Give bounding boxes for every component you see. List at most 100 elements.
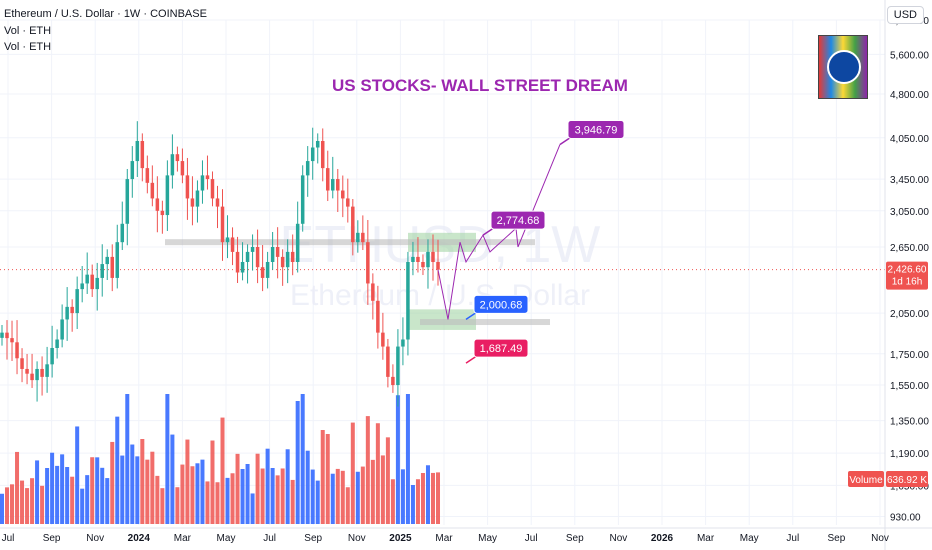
volume-bar (305, 450, 310, 524)
candle-body (305, 161, 310, 176)
currency-button[interactable]: USD (886, 6, 924, 24)
candle-body (45, 364, 49, 377)
time-tick-label: 2025 (389, 533, 412, 544)
time-tick-label: Nov (86, 533, 104, 544)
volume-bar (315, 480, 320, 524)
volume-bar (225, 477, 230, 524)
candle-body (315, 140, 320, 148)
candle-body (95, 277, 99, 290)
volume-indicator-label[interactable]: Vol · ETH (4, 41, 52, 53)
volume-bar (275, 475, 280, 524)
resistance-level-line (165, 239, 535, 246)
volume-bar (15, 451, 20, 524)
volume-bar (330, 473, 335, 524)
volume-bar (310, 469, 315, 524)
candle-body (431, 251, 435, 262)
volume-bar (415, 479, 420, 524)
volume-value-label: 636.92 K (887, 475, 927, 486)
candle-body (310, 147, 315, 162)
time-tick-label: Mar (174, 533, 192, 544)
chart-headline: US STOCKS- WALL STREET DREAM (332, 76, 628, 95)
candle-body (426, 251, 430, 268)
symbol-title[interactable]: Ethereum / U.S. Dollar · 1W · COINBASE (4, 8, 207, 20)
volume-bar (375, 423, 380, 524)
annotation-box (567, 119, 625, 139)
brand-logo-image (818, 35, 868, 99)
annotation-label: 1,687.49 (480, 343, 523, 355)
price-tick-label: 1,350.00 (890, 417, 929, 428)
volume-bar (290, 479, 295, 524)
volume-indicator-label[interactable]: Vol · ETH (4, 25, 52, 37)
volume-bar (10, 484, 15, 524)
volume-bar (350, 422, 355, 524)
volume-bar (425, 465, 430, 524)
volume-bar (125, 394, 130, 524)
candle-body (245, 251, 250, 262)
candle-body (75, 289, 79, 314)
chart-grid (0, 19, 885, 525)
volume-bar (135, 456, 140, 524)
volume-bar (240, 469, 245, 524)
time-tick-label: May (217, 533, 236, 544)
symbol-watermark: ETHUSD, 1W Ethereum / U.S. Dollar (280, 216, 601, 312)
volume-value-badge (886, 471, 928, 487)
volume-bar (95, 457, 100, 524)
candle-body (260, 267, 265, 278)
volume-bar (25, 488, 30, 524)
candle-body (366, 242, 370, 284)
volume-bar (80, 488, 85, 524)
candle-body (336, 179, 340, 191)
volume-bar (320, 430, 325, 524)
volume-bar (255, 453, 260, 524)
volume-bar (180, 464, 185, 524)
candle-body (225, 237, 230, 243)
volume-bar (60, 454, 65, 524)
candle-body (165, 175, 170, 216)
candle-body (250, 246, 255, 252)
candle-body (320, 140, 325, 169)
price-tick-label: 5,600.00 (890, 50, 929, 61)
volume-bar (410, 485, 415, 524)
volume-bar (20, 480, 25, 524)
candle-body (331, 179, 335, 191)
candle-body (85, 274, 89, 284)
volume-bar (420, 473, 425, 524)
price-tick-label: 2,650.00 (890, 243, 929, 254)
candle-body (100, 264, 104, 278)
candle-body (235, 251, 240, 273)
candle-body (140, 140, 145, 169)
annotation-label: 2,774.68 (497, 215, 540, 227)
volume-bar (155, 475, 160, 524)
price-zones (0, 232, 885, 330)
price-tick-label: 1,750.00 (890, 350, 929, 361)
candle-body (15, 342, 19, 359)
volume-bar (230, 473, 235, 524)
candle-body (371, 283, 375, 301)
candle-body (110, 256, 115, 278)
price-timer-label: 1d 16h (892, 277, 923, 288)
time-tick-label: May (478, 533, 497, 544)
volume-bar (355, 471, 360, 524)
volume-bar (400, 469, 405, 524)
candle-body (20, 358, 24, 369)
volume-bar (250, 493, 255, 524)
candle-body (115, 242, 120, 278)
candle-body (401, 339, 405, 347)
time-tick-label: Jul (263, 533, 276, 544)
candle-body (30, 373, 34, 381)
volume-bar (245, 464, 250, 524)
volume-bar (105, 478, 110, 524)
volume-bar (280, 468, 285, 524)
candle-body (300, 175, 305, 224)
time-axis[interactable]: Jul Sep Nov 2024 Mar May Jul Sep Nov 2025 Mar May Ju… (0, 527, 932, 544)
annotation-label: 2,000.68 (480, 299, 523, 311)
candle-body (230, 237, 235, 252)
candle-body (10, 338, 14, 343)
volume-bar (380, 455, 385, 524)
price-tick-label: 4,050.00 (890, 134, 929, 145)
price-tick-label: 2,050.00 (890, 309, 929, 320)
volume-bar (65, 467, 70, 524)
support-level-line (420, 319, 550, 326)
time-tick-label: May (740, 533, 759, 544)
